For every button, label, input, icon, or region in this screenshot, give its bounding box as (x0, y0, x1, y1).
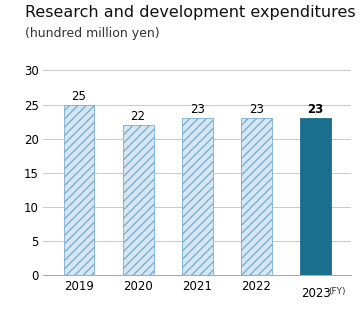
Text: 23: 23 (249, 103, 264, 116)
Text: Research and development expenditures: Research and development expenditures (25, 5, 356, 20)
Bar (241, 118, 272, 275)
Text: (hundred million yen): (hundred million yen) (25, 27, 160, 40)
Text: (FY): (FY) (329, 287, 346, 297)
Bar (64, 105, 94, 275)
Bar (182, 118, 213, 275)
Text: 23: 23 (307, 103, 324, 116)
Text: 25: 25 (72, 90, 87, 103)
Bar (300, 118, 331, 275)
Text: 2023: 2023 (301, 287, 331, 300)
Text: 22: 22 (131, 110, 146, 123)
Bar (123, 125, 153, 275)
Text: 23: 23 (190, 103, 205, 116)
